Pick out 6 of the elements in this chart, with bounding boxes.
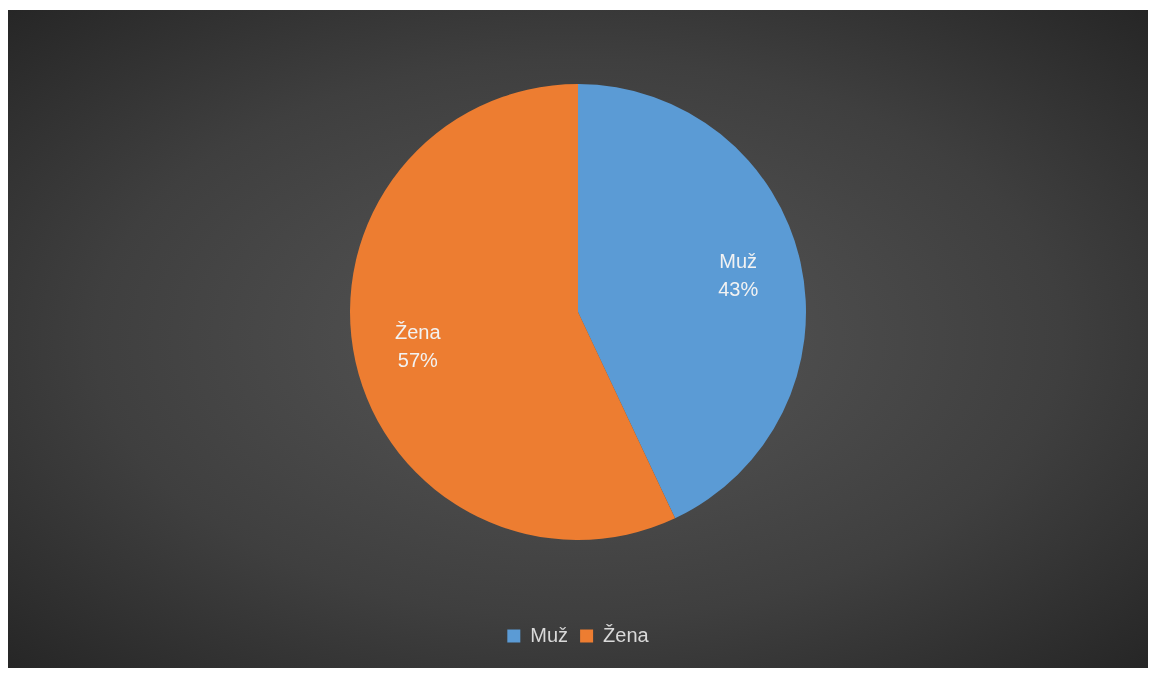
data-label: 57% (397, 349, 439, 372)
data-label: 43% (718, 277, 759, 300)
legend-label: Žena (603, 623, 650, 646)
slice-label: Žena (395, 321, 442, 344)
slice-label: Muž (719, 249, 758, 272)
legend-label: Muž (530, 623, 569, 646)
